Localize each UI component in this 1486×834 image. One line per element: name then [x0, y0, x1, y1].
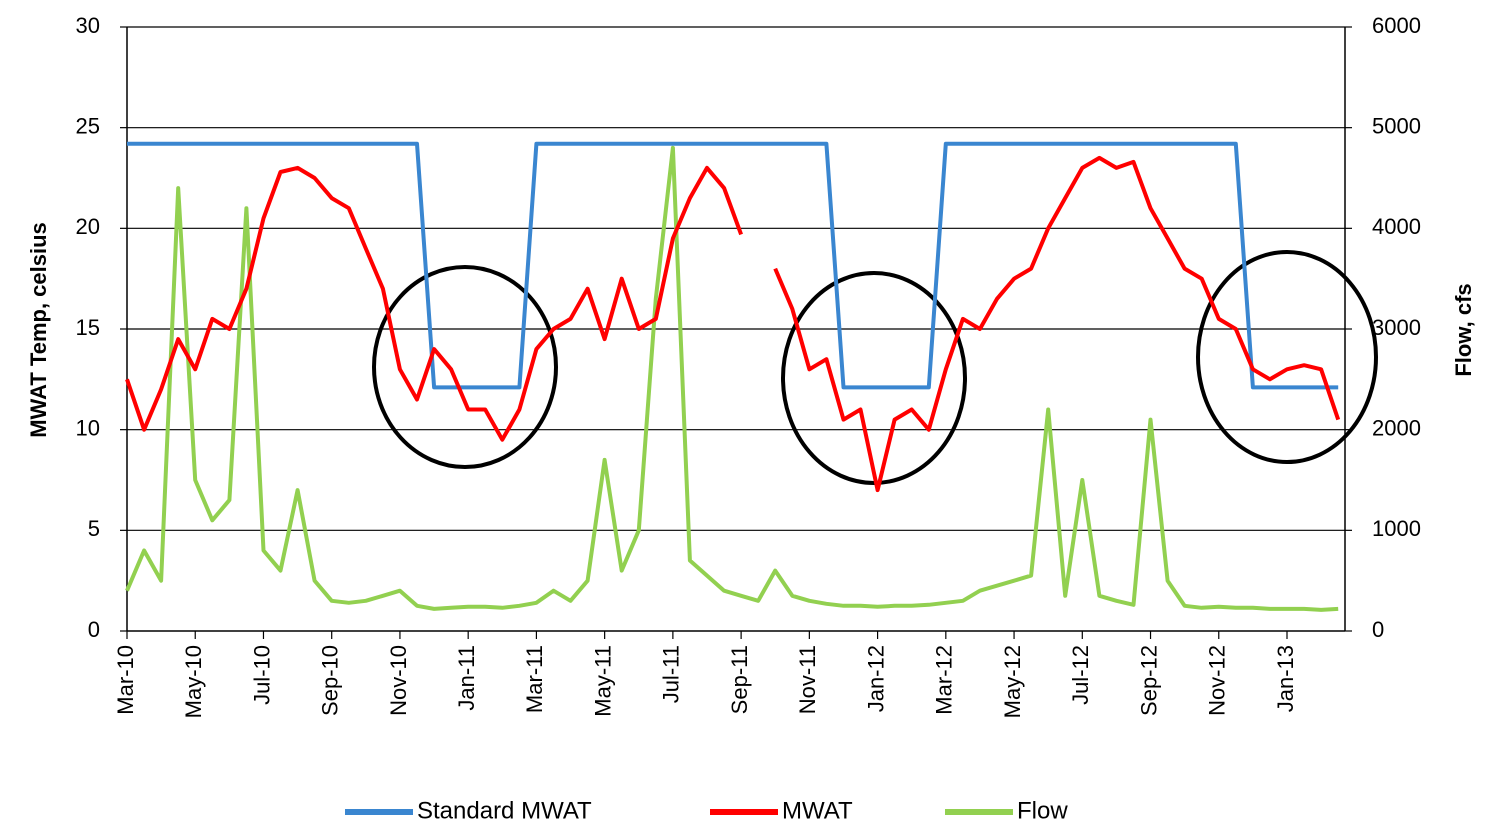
x-tick-label: Jul-10 — [249, 645, 274, 705]
series-line — [127, 141, 1339, 390]
x-tick-label: May-12 — [1000, 645, 1025, 718]
y-tick-label: 30 — [76, 13, 100, 38]
legend-label: Flow — [1017, 797, 1068, 824]
x-tick-label: May-11 — [590, 645, 615, 717]
y2-tick-label: 4000 — [1372, 214, 1421, 239]
y-tick-label: 5 — [88, 516, 100, 541]
x-tick-label: Jul-12 — [1068, 645, 1093, 705]
x-tick-label: Nov-11 — [795, 645, 820, 714]
y2-tick-label: 2000 — [1372, 415, 1421, 440]
x-tick-label: Nov-10 — [386, 645, 411, 716]
y-tick-label: 10 — [76, 415, 100, 440]
legend-label: MWAT — [782, 797, 853, 824]
annotation-circle — [781, 271, 967, 485]
y2-tick-label: 0 — [1372, 617, 1384, 642]
series-line — [125, 155, 1341, 493]
y-tick-label: 0 — [88, 617, 100, 642]
y-tick-label: 25 — [76, 113, 100, 138]
x-tick-label: Jan-11 — [454, 645, 479, 711]
series-line — [125, 145, 1339, 612]
x-tick-label: Mar-12 — [932, 645, 957, 715]
y2-tick-label: 1000 — [1372, 516, 1421, 541]
x-tick-label: Jan-13 — [1273, 645, 1298, 712]
x-tick-label: Sep-10 — [318, 645, 343, 716]
x-tick-label: Jul-11 — [659, 645, 684, 703]
x-tick-label: May-10 — [181, 645, 206, 718]
x-tick-label: Mar-11 — [522, 645, 547, 713]
y-tick-label: 15 — [76, 315, 100, 340]
x-tick-label: Sep-12 — [1136, 645, 1161, 716]
y2-tick-label: 5000 — [1372, 113, 1421, 138]
y2-tick-label: 6000 — [1372, 13, 1421, 38]
x-tick-label: Nov-12 — [1205, 645, 1230, 716]
x-tick-label: Sep-11 — [727, 645, 752, 714]
y-tick-label: 20 — [76, 214, 100, 239]
x-tick-label: Mar-10 — [113, 645, 138, 715]
y2-axis-label: Flow, cfs — [1451, 283, 1476, 376]
y-axis-label: MWAT Temp, celsius — [26, 222, 51, 438]
annotation-circles — [372, 250, 1378, 485]
y2-tick-label: 3000 — [1372, 315, 1421, 340]
annotation-circle — [1196, 250, 1378, 464]
annotation-circle — [372, 265, 558, 469]
x-tick-label: Jan-12 — [863, 645, 888, 712]
legend-label: Standard MWAT — [417, 797, 592, 824]
